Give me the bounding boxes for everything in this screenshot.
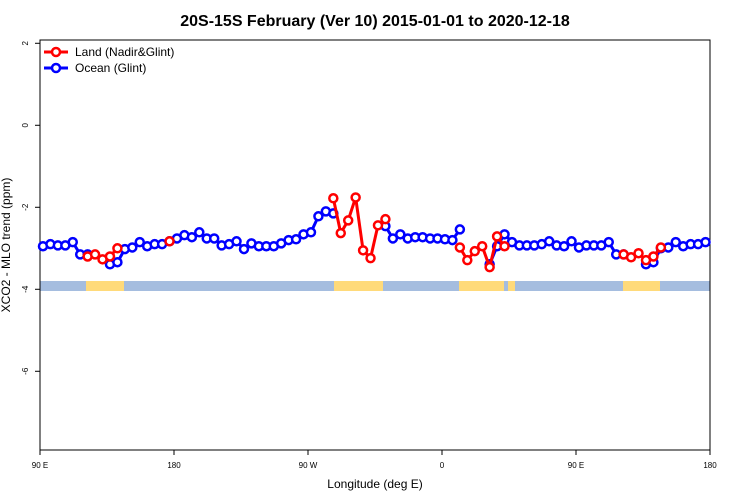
data-point <box>625 252 637 263</box>
data-point <box>164 236 175 247</box>
data-point <box>484 261 495 273</box>
data-point <box>112 243 123 254</box>
x-tick-label: 0 <box>440 461 445 470</box>
data-point <box>335 227 347 239</box>
y-tick-label: -4 <box>21 285 30 293</box>
land-strip <box>459 281 504 291</box>
data-point <box>648 251 659 262</box>
data-point <box>387 233 399 244</box>
data-point <box>558 240 570 252</box>
x-tick-label: 180 <box>703 461 717 470</box>
data-point <box>194 227 205 238</box>
legend-label: Ocean (Glint) <box>75 61 146 75</box>
data-point <box>305 227 317 238</box>
x-tick-label: 90 E <box>568 461 584 470</box>
data-point <box>112 256 123 268</box>
surface-strip <box>40 281 710 291</box>
data-point <box>67 236 79 248</box>
data-point <box>395 229 406 240</box>
data-point <box>447 234 458 246</box>
y-axis-label: XCO2 - MLO trend (ppm) <box>0 178 13 313</box>
data-point <box>313 211 324 222</box>
data-point <box>290 234 302 245</box>
data-point <box>655 242 667 253</box>
y-tick-label: -2 <box>21 203 30 211</box>
data-point <box>543 236 555 247</box>
data-point <box>462 254 473 266</box>
x-tick-label: 90 W <box>299 461 318 470</box>
data-point <box>238 243 250 255</box>
data-point <box>469 245 481 257</box>
x-axis-label: Longitude (deg E) <box>327 477 422 491</box>
x-tick-label: 180 <box>167 461 181 470</box>
y-tick-label: 0 <box>21 123 30 128</box>
data-point <box>476 240 488 252</box>
data-point <box>633 247 644 259</box>
data-point <box>365 252 376 264</box>
y-tick-label: 2 <box>21 41 30 46</box>
data-point <box>670 236 682 248</box>
data-point <box>231 236 242 247</box>
chart-title: 20S-15S February (Ver 10) 2015-01-01 to … <box>180 13 570 30</box>
data-point <box>700 236 711 248</box>
legend-label: Land (Nadir&Glint) <box>75 45 174 59</box>
data-point <box>328 193 339 204</box>
data-point <box>454 224 466 235</box>
data-point <box>342 215 354 226</box>
data-point <box>499 240 510 252</box>
x-tick-label: 90 E <box>32 461 48 470</box>
data-point <box>208 233 220 244</box>
land-strip <box>623 281 660 291</box>
data-point <box>89 249 101 260</box>
legend-marker <box>50 62 62 74</box>
land-strip <box>334 281 383 291</box>
land-strip <box>86 281 124 291</box>
data-point <box>127 242 138 253</box>
data-point <box>104 251 116 262</box>
legend-marker <box>50 46 62 58</box>
data-point <box>566 236 577 247</box>
land-strip <box>508 281 515 291</box>
data-point <box>491 231 503 242</box>
data-point <box>357 245 369 256</box>
data-point <box>134 236 146 248</box>
data-point <box>372 220 384 231</box>
data-point <box>603 236 615 248</box>
data-point <box>380 213 391 225</box>
y-tick-label: -6 <box>21 367 30 375</box>
data-point <box>454 242 466 253</box>
data-point <box>186 231 198 243</box>
data-point <box>350 192 361 203</box>
